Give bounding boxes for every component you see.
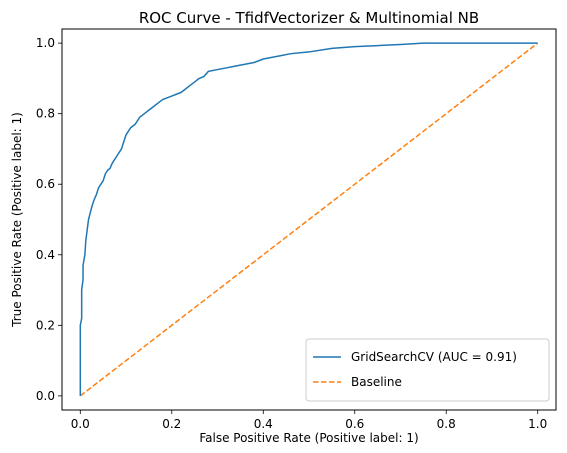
y-tick-label: 0.8 — [36, 107, 55, 121]
chart-title: ROC Curve - TfidfVectorizer & Multinomia… — [139, 9, 479, 27]
legend-label-roc: GridSearchCV (AUC = 0.91) — [351, 350, 517, 364]
y-tick-label: 0.0 — [36, 389, 55, 403]
roc-curve-line — [79, 42, 538, 396]
x-tick-label: 0.6 — [345, 417, 364, 431]
legend-box — [305, 338, 550, 402]
x-tick-label: 0.8 — [437, 417, 456, 431]
y-axis-label: True Positive Rate (Positive label: 1) — [10, 112, 24, 328]
x-tick-label: 0.4 — [254, 417, 273, 431]
baseline-line — [79, 42, 539, 397]
y-tick-label: 0.6 — [36, 177, 55, 191]
y-tick-label: 1.0 — [36, 36, 55, 50]
x-axis-label: False Positive Rate (Positive label: 1) — [199, 431, 418, 445]
y-tick-label: 0.2 — [36, 318, 55, 332]
axis-ticks: 0.0 0.2 0.4 0.6 0.8 1.0 0.0 0.2 0.4 0.6 0.8 1.0 — [36, 36, 547, 431]
axes-frame — [61, 28, 557, 411]
x-tick-label: 1.0 — [528, 417, 547, 431]
legend: GridSearchCV (AUC = 0.91) Baseline — [305, 338, 550, 402]
plot-area — [79, 42, 539, 397]
x-tick-label: 0.2 — [162, 417, 181, 431]
x-tick-label: 0.0 — [71, 417, 90, 431]
y-tick-label: 0.4 — [36, 248, 55, 262]
legend-label-baseline: Baseline — [351, 375, 402, 389]
